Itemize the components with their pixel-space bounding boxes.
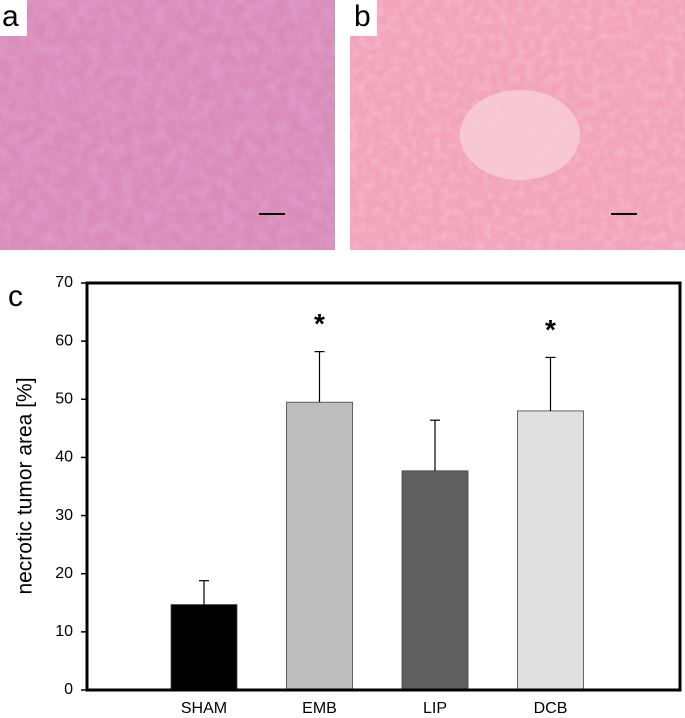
micrograph-a: [0, 0, 335, 250]
y-tick-label: 40: [55, 449, 73, 466]
y-tick-label: 0: [64, 681, 73, 698]
bar: [401, 470, 469, 691]
y-axis-label: necrotic tumor area [%]: [14, 377, 37, 594]
bar: [170, 604, 238, 691]
significance-marker: *: [314, 308, 325, 339]
x-tick-label: DCB: [534, 700, 568, 717]
panel-label: b: [354, 0, 371, 33]
y-tick-label: 50: [55, 391, 73, 408]
label-bg: [350, 0, 377, 36]
x-tick-label: SHAM: [181, 700, 227, 717]
y-tick-label: 60: [55, 332, 73, 349]
label-bg: [0, 0, 27, 36]
y-tick-label: 20: [55, 565, 73, 582]
micrograph-b: [350, 0, 685, 250]
plot-frame: [85, 281, 682, 692]
y-tick-label: 70: [55, 274, 73, 291]
x-tick-label: EMB: [302, 700, 337, 717]
panel-label: c: [8, 280, 23, 313]
bar: [517, 410, 584, 691]
x-tick-label: LIP: [423, 700, 447, 717]
y-tick-label: 30: [55, 507, 73, 524]
significance-marker: *: [545, 314, 556, 345]
bar: [286, 401, 353, 691]
panel-label: a: [2, 0, 19, 33]
y-tick-label: 10: [55, 623, 73, 640]
